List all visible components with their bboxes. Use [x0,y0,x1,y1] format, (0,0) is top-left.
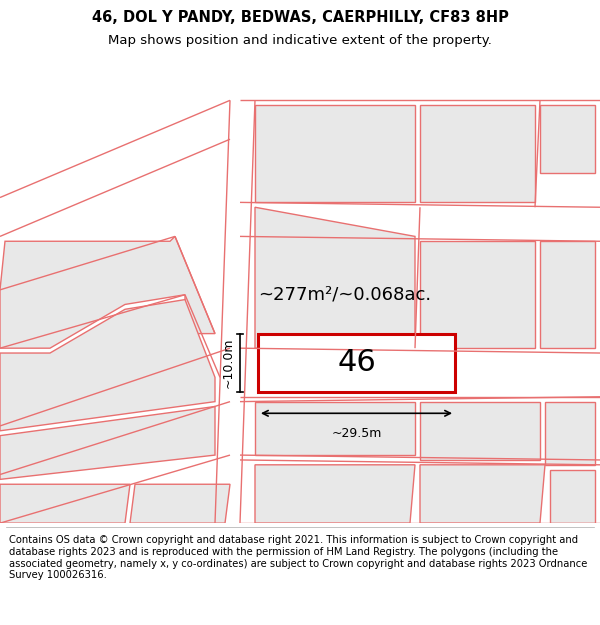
Polygon shape [420,402,540,460]
Polygon shape [255,105,415,202]
Bar [258,334,455,392]
Polygon shape [420,465,545,523]
Polygon shape [420,241,535,348]
Polygon shape [0,484,130,523]
Polygon shape [420,105,535,202]
Text: ~10.0m: ~10.0m [222,338,235,388]
Polygon shape [0,406,215,479]
Polygon shape [0,236,215,348]
Polygon shape [255,402,415,455]
Polygon shape [540,105,595,173]
Text: ~29.5m: ~29.5m [331,427,382,440]
Text: 46, DOL Y PANDY, BEDWAS, CAERPHILLY, CF83 8HP: 46, DOL Y PANDY, BEDWAS, CAERPHILLY, CF8… [92,10,508,25]
Text: Contains OS data © Crown copyright and database right 2021. This information is : Contains OS data © Crown copyright and d… [9,536,587,580]
Polygon shape [130,484,230,523]
Polygon shape [545,402,595,465]
Polygon shape [255,465,415,523]
Polygon shape [255,208,415,348]
Polygon shape [0,299,215,431]
Polygon shape [540,241,595,348]
Text: Map shows position and indicative extent of the property.: Map shows position and indicative extent… [108,34,492,47]
Polygon shape [550,469,595,523]
Text: ~277m²/~0.068ac.: ~277m²/~0.068ac. [258,286,431,304]
Text: 46: 46 [337,348,376,378]
